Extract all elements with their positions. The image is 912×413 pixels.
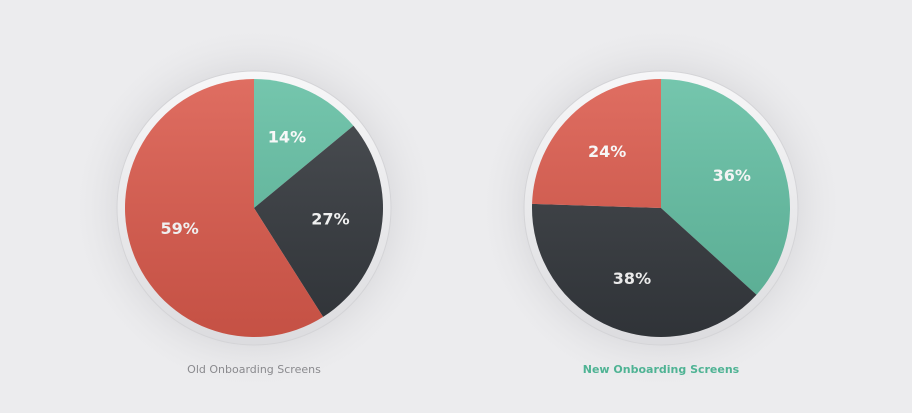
chart-title: New Onboarding Screens	[583, 363, 740, 376]
value-label: 14%	[268, 127, 306, 146]
value-label: 27%	[311, 210, 349, 229]
value-label: 59%	[161, 219, 199, 238]
value-label: 24%	[588, 142, 626, 161]
chart-title: Old Onboarding Screens	[187, 363, 321, 376]
value-label: 38%	[613, 269, 651, 288]
value-label: 36%	[713, 166, 751, 185]
